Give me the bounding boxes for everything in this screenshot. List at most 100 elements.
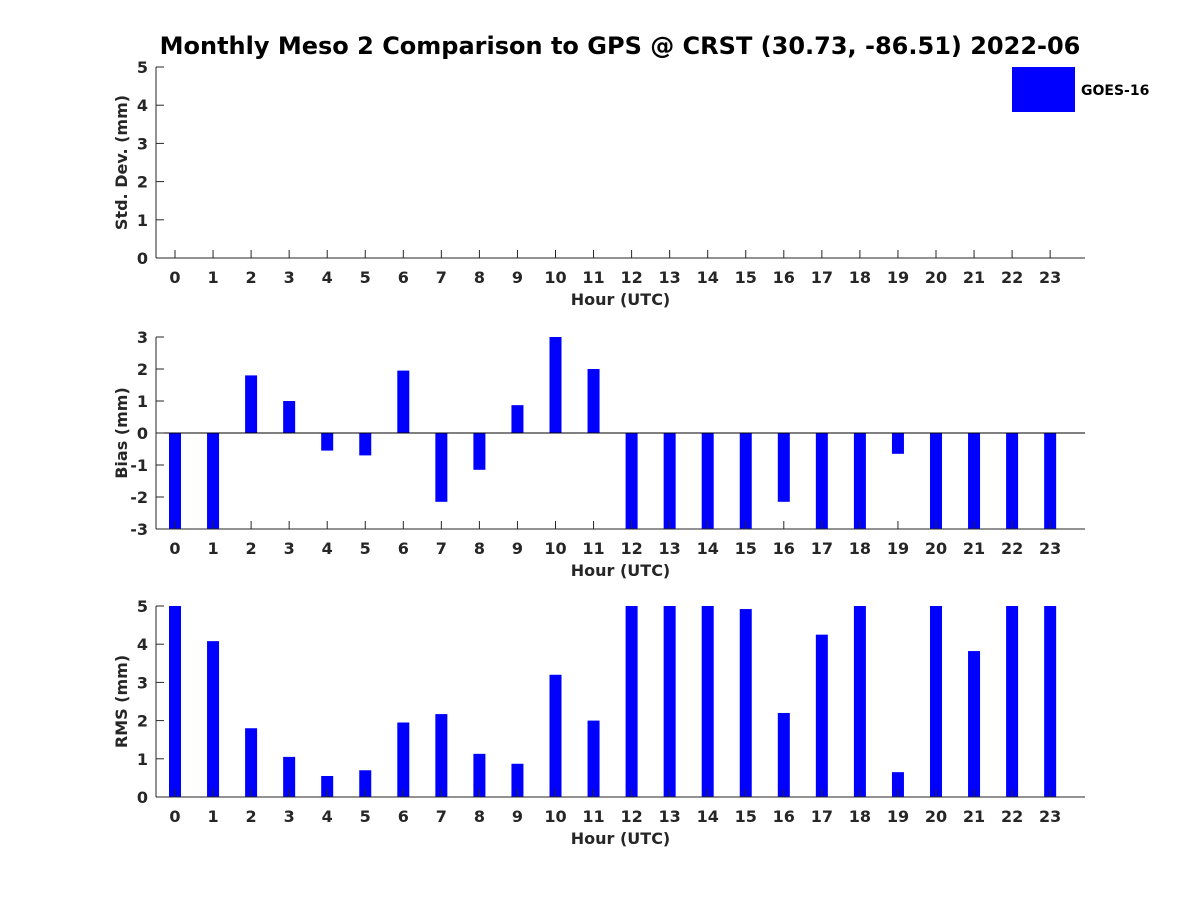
bar xyxy=(853,433,866,529)
y-tick-label: 5 xyxy=(137,58,148,77)
bar xyxy=(1044,606,1057,797)
x-tick-label: 14 xyxy=(697,539,719,558)
x-tick-label: 3 xyxy=(284,539,295,558)
x-tick-label: 1 xyxy=(207,268,218,287)
bar xyxy=(815,634,828,797)
bar xyxy=(169,606,181,797)
x-tick-label: 22 xyxy=(1001,268,1023,287)
x-tick-label: 8 xyxy=(474,539,485,558)
x-tick-label: 22 xyxy=(1001,539,1023,558)
x-tick-label: 20 xyxy=(925,539,947,558)
x-tick-label: 6 xyxy=(398,807,409,826)
x-tick-label: 19 xyxy=(887,268,909,287)
x-axis-label: Hour (UTC) xyxy=(571,561,671,580)
x-tick-label: 1 xyxy=(207,539,218,558)
y-tick-label: 1 xyxy=(137,392,148,411)
bar xyxy=(968,651,981,797)
bar xyxy=(587,369,600,433)
y-tick-label: -2 xyxy=(130,488,148,507)
x-tick-label: 18 xyxy=(849,268,871,287)
legend: GOES-16 xyxy=(1012,67,1149,112)
x-tick-label: 9 xyxy=(512,539,523,558)
x-tick-label: 10 xyxy=(544,268,566,287)
bar xyxy=(891,772,904,797)
bar xyxy=(930,606,942,797)
x-tick-label: 5 xyxy=(360,807,371,826)
bar xyxy=(397,370,410,433)
x-tick-label: 21 xyxy=(963,268,985,287)
y-tick-label: 3 xyxy=(137,673,148,692)
bar xyxy=(245,375,258,433)
bar xyxy=(891,433,904,454)
x-tick-label: 20 xyxy=(925,807,947,826)
x-tick-label: 4 xyxy=(322,268,333,287)
x-tick-label: 7 xyxy=(436,268,447,287)
x-tick-label: 17 xyxy=(811,807,833,826)
y-tick-label: 1 xyxy=(137,750,148,769)
x-tick-label: 15 xyxy=(735,807,757,826)
bar xyxy=(853,606,866,797)
x-tick-label: 16 xyxy=(773,807,795,826)
bar xyxy=(663,433,676,529)
bar xyxy=(359,770,372,797)
x-tick-label: 16 xyxy=(773,268,795,287)
x-tick-label: 14 xyxy=(697,807,719,826)
x-tick-label: 1 xyxy=(207,807,218,826)
x-tick-label: 13 xyxy=(659,807,681,826)
bar xyxy=(473,753,486,797)
x-tick-label: 9 xyxy=(512,807,523,826)
x-tick-label: 2 xyxy=(246,268,257,287)
bar xyxy=(435,714,448,797)
x-tick-label: 4 xyxy=(322,539,333,558)
x-tick-label: 19 xyxy=(887,539,909,558)
bar xyxy=(435,433,448,502)
bar xyxy=(321,775,334,797)
x-tick-label: 20 xyxy=(925,268,947,287)
x-tick-label: 13 xyxy=(659,539,681,558)
bar xyxy=(549,674,562,797)
bar xyxy=(701,433,714,529)
x-tick-label: 17 xyxy=(811,539,833,558)
y-axis-label: Std. Dev. (mm) xyxy=(112,95,131,230)
x-tick-label: 9 xyxy=(512,268,523,287)
y-tick-label: 4 xyxy=(137,96,148,115)
x-tick-label: 0 xyxy=(169,539,180,558)
bar xyxy=(815,433,828,529)
y-tick-label: 0 xyxy=(137,249,148,268)
x-tick-label: 2 xyxy=(246,539,257,558)
x-tick-label: 16 xyxy=(773,539,795,558)
bar xyxy=(739,433,752,529)
legend-swatch xyxy=(1012,67,1075,112)
x-tick-label: 21 xyxy=(963,539,985,558)
x-tick-label: 2 xyxy=(246,807,257,826)
y-tick-label: -1 xyxy=(130,456,148,475)
x-tick-label: 11 xyxy=(582,268,604,287)
x-tick-label: 12 xyxy=(620,539,642,558)
x-tick-label: 5 xyxy=(360,268,371,287)
bar xyxy=(359,433,372,456)
bar xyxy=(207,641,220,797)
x-tick-label: 14 xyxy=(697,268,719,287)
bar xyxy=(397,722,410,797)
bar xyxy=(245,728,258,797)
x-tick-label: 0 xyxy=(169,807,180,826)
y-axis-label: RMS (mm) xyxy=(112,655,131,748)
bar xyxy=(625,606,638,797)
bar xyxy=(1044,433,1057,529)
y-tick-label: -3 xyxy=(130,520,148,539)
x-tick-label: 7 xyxy=(436,539,447,558)
x-tick-label: 0 xyxy=(169,268,180,287)
x-tick-label: 10 xyxy=(544,807,566,826)
y-tick-label: 3 xyxy=(137,134,148,153)
y-tick-label: 3 xyxy=(137,328,148,347)
x-tick-label: 15 xyxy=(735,539,757,558)
bar xyxy=(701,606,714,797)
y-tick-label: 1 xyxy=(137,211,148,230)
x-tick-label: 7 xyxy=(436,807,447,826)
bar xyxy=(777,433,790,502)
y-tick-label: 4 xyxy=(137,635,148,654)
